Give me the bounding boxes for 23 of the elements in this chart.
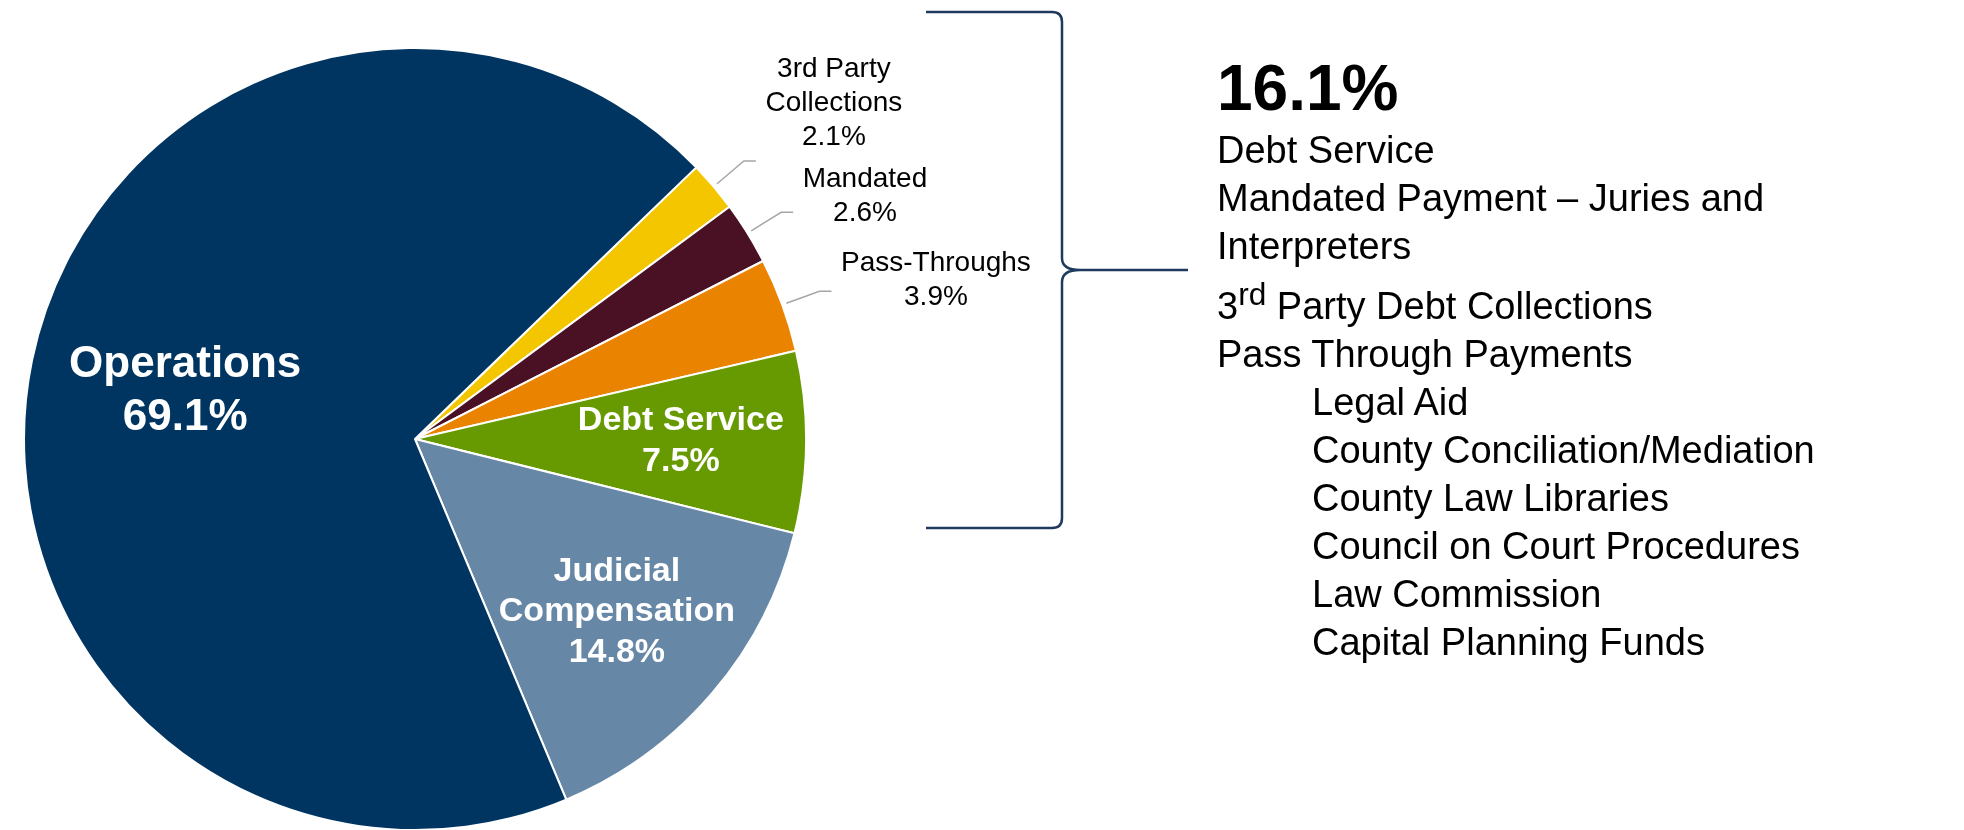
text: County Law Libraries xyxy=(1311,475,1670,521)
data-label: 2.6% xyxy=(833,195,897,227)
data-label: 69.1% xyxy=(122,390,248,440)
text: Debt Service xyxy=(1217,128,1436,173)
data-label: 7.5% xyxy=(642,439,720,478)
slice-label: Judicial Compensation xyxy=(498,549,735,629)
slice-label: Mandated xyxy=(802,161,928,193)
data-label: 3.9% xyxy=(904,280,968,312)
text: 3$^{rd}$ Party Debt Collections xyxy=(1217,275,1654,329)
text: Law Commission xyxy=(1311,571,1603,617)
text: Council on Court Procedures xyxy=(1311,523,1801,569)
text: Mandated Payment – Juries and Interpreters xyxy=(1217,176,1766,269)
data-label: 2.1% xyxy=(801,119,866,151)
text: 16.1% xyxy=(1217,51,1400,126)
slice-label: Pass-Throughs xyxy=(841,246,1031,278)
slice-label: 3rd Party Collections xyxy=(765,51,903,117)
slice-label: Operations xyxy=(69,337,302,387)
text: Legal Aid xyxy=(1311,379,1470,425)
data-label: 14.8% xyxy=(568,631,666,670)
text: Pass Through Payments xyxy=(1217,331,1634,377)
slice-label: Debt Service xyxy=(577,399,784,438)
text: County Conciliation/Mediation xyxy=(1311,427,1816,473)
text: Capital Planning Funds xyxy=(1311,619,1706,665)
